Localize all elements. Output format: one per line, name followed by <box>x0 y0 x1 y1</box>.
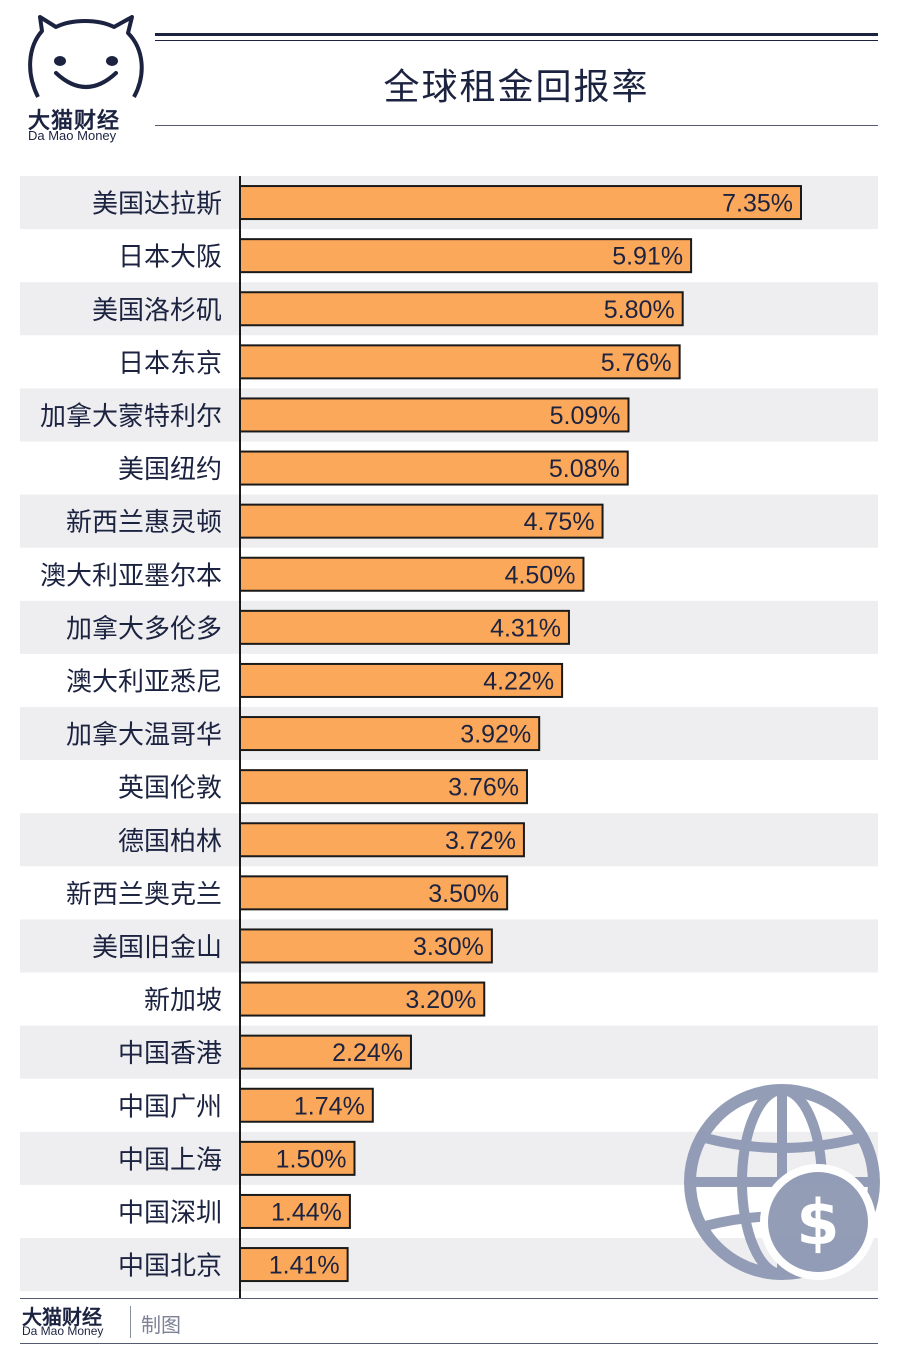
bar <box>239 1193 351 1229</box>
footer-divider <box>130 1306 131 1338</box>
bar <box>239 556 585 592</box>
bar <box>239 185 802 221</box>
value-label: 1.50% <box>276 1145 347 1173</box>
value-label: 7.35% <box>722 190 793 218</box>
bar <box>239 1140 356 1176</box>
footer-label: 制图 <box>141 1313 181 1337</box>
value-label: 5.91% <box>612 243 683 271</box>
category-label: 德国柏林 <box>118 827 222 857</box>
svg-text:$: $ <box>796 1186 839 1259</box>
brand-logo: 大猫财经 Da Mao Money <box>20 15 150 145</box>
category-label: 美国达拉斯 <box>92 190 222 220</box>
header-rule <box>155 33 878 36</box>
value-label: 3.72% <box>445 827 516 855</box>
bar <box>239 981 486 1017</box>
value-label: 1.44% <box>271 1198 342 1226</box>
category-label: 中国深圳 <box>118 1198 222 1228</box>
bar-chart: $ 美国达拉斯 7.35% 日本大阪 5.91% 美国洛杉矶 5.80% 日本东京 5.76%… <box>20 176 880 1298</box>
chart-title: 全球租金回报率 <box>383 67 650 108</box>
value-label: 5.08% <box>549 455 620 483</box>
bar <box>239 291 684 327</box>
category-label: 加拿大温哥华 <box>66 721 222 751</box>
cat-face-logo-icon <box>28 15 144 98</box>
bar <box>239 822 525 858</box>
value-label: 3.50% <box>428 880 499 908</box>
category-label: 加拿大蒙特利尔 <box>40 402 222 432</box>
header-rule-thin <box>155 40 878 41</box>
value-label: 2.24% <box>332 1039 403 1067</box>
value-label: 5.80% <box>604 296 675 324</box>
value-label: 3.30% <box>413 933 484 961</box>
footer-brand-en: Da Mao Money <box>22 1324 104 1338</box>
row-band <box>20 1025 878 1079</box>
footer-brand-cn: 大猫财经 <box>22 1305 102 1329</box>
value-label: 3.92% <box>460 721 531 749</box>
brand-name-en: Da Mao Money <box>28 128 117 143</box>
category-label: 美国洛杉矶 <box>92 296 222 326</box>
category-label: 美国纽约 <box>118 455 222 485</box>
category-label: 新西兰奥克兰 <box>66 880 222 910</box>
value-label: 4.31% <box>490 614 561 642</box>
bar <box>239 450 629 486</box>
category-label: 澳大利亚悉尼 <box>66 667 222 697</box>
globe-dollar-icon: $ <box>684 1084 880 1280</box>
footer-bottom-rule <box>20 1343 878 1344</box>
value-label: 4.22% <box>483 667 554 695</box>
value-label: 3.20% <box>405 986 476 1014</box>
bar <box>239 1247 349 1283</box>
category-label: 新西兰惠灵顿 <box>66 508 222 538</box>
bar <box>239 1087 374 1123</box>
value-label: 1.41% <box>269 1252 340 1280</box>
category-label: 中国香港 <box>118 1039 222 1069</box>
category-label: 日本东京 <box>118 349 222 379</box>
category-label: 美国旧金山 <box>92 933 222 963</box>
value-label: 1.74% <box>294 1092 365 1120</box>
category-label: 日本大阪 <box>118 243 222 273</box>
value-label: 5.09% <box>550 402 621 430</box>
value-label: 5.76% <box>601 349 672 377</box>
bars: 美国达拉斯 7.35% 日本大阪 5.91% 美国洛杉矶 5.80% 日本东京 5.76% 加拿… <box>40 185 802 1283</box>
footer-rule <box>20 1298 878 1299</box>
category-label: 澳大利亚墨尔本 <box>40 561 222 591</box>
category-label: 加拿大多伦多 <box>66 614 222 644</box>
value-label: 3.76% <box>448 774 519 802</box>
title-rule <box>155 125 878 126</box>
bar <box>239 662 564 698</box>
brand-name-cn: 大猫财经 <box>28 109 121 134</box>
bar <box>239 769 528 805</box>
value-label: 4.50% <box>505 561 576 589</box>
value-label: 4.75% <box>524 508 595 536</box>
bar <box>239 1034 412 1070</box>
bar <box>239 397 630 433</box>
category-label: 中国广州 <box>118 1092 222 1122</box>
category-label: 新加坡 <box>144 986 222 1016</box>
bar <box>239 238 693 274</box>
category-label: 中国北京 <box>118 1252 222 1282</box>
category-label: 英国伦敦 <box>118 774 222 804</box>
category-label: 中国上海 <box>118 1145 222 1175</box>
